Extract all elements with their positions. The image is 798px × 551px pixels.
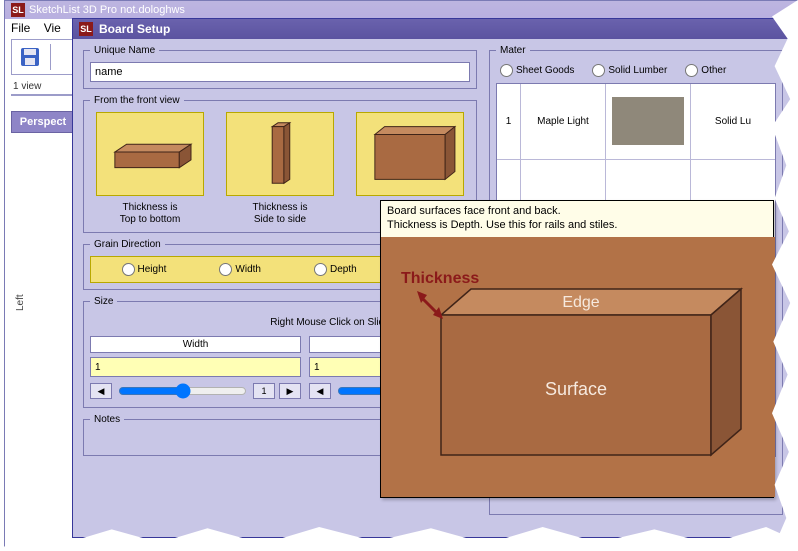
notes-legend: Notes — [90, 414, 124, 425]
menu-file[interactable]: File — [11, 21, 30, 35]
tooltip-text: Board surfaces face front and back. Thic… — [381, 201, 773, 237]
thumb-caption-0: Thickness isTop to bottom — [120, 202, 181, 226]
mat-radio-sheet[interactable]: Sheet Goods — [500, 64, 574, 77]
width-slider[interactable] — [118, 383, 247, 399]
fg-title-text: Board Setup — [99, 22, 170, 36]
thumb-col-0: Thickness isTop to bottom — [96, 112, 204, 226]
mat-cell-2[interactable]: Solid Lu — [691, 84, 775, 159]
orientation-thumb-side-side[interactable] — [226, 112, 334, 196]
toolbar-divider — [50, 44, 51, 70]
orientation-tooltip: Board surfaces face front and back. Thic… — [380, 200, 774, 498]
fg-titlebar[interactable]: SL Board Setup — [73, 19, 791, 39]
size-col-width: Width ◀ 1 ▶ — [90, 336, 301, 401]
unique-name-legend: Unique Name — [90, 45, 159, 56]
dialog-icon: SL — [79, 22, 93, 36]
tooltip-diagram: Thickness Edge Surface — [381, 237, 773, 497]
front-view-legend: From the front view — [90, 95, 184, 106]
grain-radio-width[interactable]: Width — [219, 263, 261, 276]
size-legend: Size — [90, 296, 117, 307]
mat-row-0[interactable]: 1 Maple Light Solid Lu — [497, 84, 775, 160]
height-dec-button[interactable]: ◀ — [309, 383, 331, 399]
materials-legend: Mater — [496, 45, 530, 56]
mat-row-num: 1 — [497, 84, 521, 159]
bg-title-text: SketchList 3D Pro not.dologhws — [29, 4, 185, 16]
size-head-width: Width — [90, 336, 301, 353]
perspective-button[interactable]: Perspect — [11, 111, 75, 133]
materials-radio-row: Sheet Goods Solid Lumber Other — [496, 62, 776, 83]
surface-label: Surface — [545, 379, 607, 399]
orientation-thumb-top-bottom[interactable] — [96, 112, 204, 196]
width-dec-button[interactable]: ◀ — [90, 383, 112, 399]
unique-name-group: Unique Name — [83, 45, 477, 89]
material-swatch — [612, 97, 684, 145]
grain-radio-depth[interactable]: Depth — [314, 263, 357, 276]
menu-view[interactable]: Vie — [44, 21, 61, 35]
grain-radio-height[interactable]: Height — [122, 263, 167, 276]
edge-label: Edge — [562, 294, 599, 311]
left-panel-label: Left — [15, 294, 26, 311]
width-val-badge: 1 — [253, 383, 275, 399]
mat-radio-solid[interactable]: Solid Lumber — [592, 64, 667, 77]
unique-name-input[interactable] — [90, 62, 470, 82]
grain-legend: Grain Direction — [90, 239, 165, 250]
thumb-caption-1: Thickness isSide to side — [252, 202, 307, 226]
bg-titlebar: SL SketchList 3D Pro not.dologhws — [5, 1, 797, 19]
width-input[interactable] — [90, 357, 301, 377]
app-icon: SL — [11, 3, 25, 17]
save-icon[interactable] — [18, 45, 42, 69]
thickness-label: Thickness — [401, 270, 479, 287]
orientation-thumb-front-back[interactable] — [356, 112, 464, 196]
thumb-col-1: Thickness isSide to side — [226, 112, 334, 226]
mat-radio-other[interactable]: Other — [685, 64, 726, 77]
mat-cell-1[interactable] — [606, 84, 691, 159]
bg-left-column: Perspect — [11, 111, 75, 133]
width-inc-button[interactable]: ▶ — [279, 383, 301, 399]
mat-cell-0[interactable]: Maple Light — [521, 84, 606, 159]
